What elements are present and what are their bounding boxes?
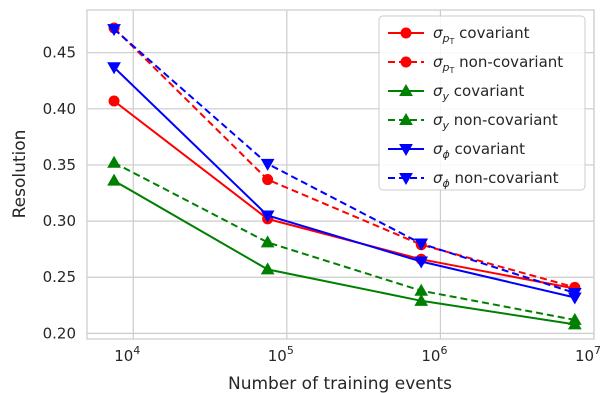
x-tick-label: 105 xyxy=(268,344,294,365)
legend-subsubscript: T xyxy=(449,66,455,75)
legend-subscript: p xyxy=(442,32,450,45)
series-5 xyxy=(107,24,582,300)
legend-subscript: y xyxy=(442,90,450,103)
data-point xyxy=(414,238,429,251)
series-line xyxy=(113,66,576,299)
legend-marker xyxy=(399,83,413,96)
data-point xyxy=(414,293,429,306)
legend-marker xyxy=(399,144,413,157)
data-point xyxy=(260,235,275,248)
x-tick-exponent: 4 xyxy=(133,344,140,357)
series-line xyxy=(113,179,575,326)
legend-label: σy non-covariant xyxy=(433,111,558,132)
x-tick-label: 106 xyxy=(421,344,447,365)
series-2 xyxy=(107,173,582,330)
legend-marker xyxy=(400,56,412,68)
y-axis-label: Resolution xyxy=(10,130,30,219)
data-point xyxy=(107,24,121,37)
plot-frame xyxy=(86,9,595,340)
series-layer xyxy=(107,22,582,330)
legend-box xyxy=(378,15,586,191)
legend-label: σpT non-covariant xyxy=(433,53,563,75)
legend-suffix: covariant xyxy=(449,82,524,100)
x-tick-label: 104 xyxy=(114,344,140,365)
data-point xyxy=(107,62,121,75)
data-point xyxy=(262,174,274,186)
legend-symbol: σ xyxy=(433,111,443,129)
legend-subscript: y xyxy=(442,119,450,132)
y-tick-label: 0.30 xyxy=(43,212,76,230)
data-point xyxy=(567,312,582,325)
series-3 xyxy=(107,155,582,325)
legend-label: σϕ non-covariant xyxy=(433,169,559,190)
y-tick-label: 0.35 xyxy=(43,156,76,174)
data-point xyxy=(260,262,275,275)
legend-subscript: ϕ xyxy=(443,148,450,161)
legend-symbol: σ xyxy=(433,53,443,71)
legend-label: σpT covariant xyxy=(433,24,530,46)
x-tick-exponent: 5 xyxy=(287,344,294,357)
x-tick-label: 107 xyxy=(575,344,601,365)
x-tick-exponent: 7 xyxy=(594,344,601,357)
y-tick-label: 0.25 xyxy=(43,268,76,286)
legend-label: σy covariant xyxy=(433,82,524,103)
legend-subsubscript: T xyxy=(449,37,455,46)
legend-subscript: p xyxy=(442,61,450,74)
legend-suffix: non-covariant xyxy=(449,111,558,129)
data-point xyxy=(108,95,120,107)
x-tick-base: 10 xyxy=(268,347,287,365)
legend-symbol: σ xyxy=(433,82,443,100)
series-line xyxy=(113,161,575,321)
data-point xyxy=(107,173,121,186)
legend-symbol: σ xyxy=(433,140,443,158)
legend-subscript: ϕ xyxy=(443,177,450,190)
x-tick-exponent: 6 xyxy=(440,344,447,357)
legend-suffix: covariant xyxy=(450,140,525,158)
legend-marker xyxy=(399,112,413,125)
legend-marker xyxy=(399,173,413,186)
legend-label: σϕ covariant xyxy=(433,140,525,161)
data-point xyxy=(260,158,275,171)
legend-symbol: σ xyxy=(433,24,443,42)
y-tick-label: 0.20 xyxy=(43,324,76,342)
x-tick-base: 10 xyxy=(575,347,594,365)
series-line xyxy=(113,28,576,294)
data-point xyxy=(107,155,121,168)
x-tick-base: 10 xyxy=(421,347,440,365)
data-point xyxy=(414,283,429,296)
x-axis-label: Number of training events xyxy=(228,374,452,393)
legend-suffix: non-covariant xyxy=(450,169,559,187)
legend-marker xyxy=(400,27,412,39)
legend-suffix: covariant xyxy=(454,24,529,42)
data-point xyxy=(260,210,275,223)
legend-suffix: non-covariant xyxy=(454,53,563,71)
legend-symbol: σ xyxy=(433,169,443,187)
y-tick-label: 0.40 xyxy=(43,100,76,118)
series-line xyxy=(113,27,576,289)
x-tick-base: 10 xyxy=(114,347,133,365)
data-point xyxy=(567,287,582,300)
y-tick-label: 0.45 xyxy=(43,44,76,62)
data-point xyxy=(414,256,429,269)
